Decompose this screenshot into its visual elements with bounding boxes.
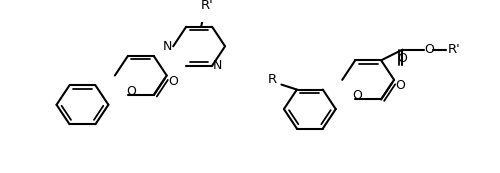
- Text: N: N: [212, 59, 222, 72]
- Text: O: O: [398, 52, 407, 65]
- Text: O: O: [395, 79, 405, 92]
- Text: N: N: [162, 40, 172, 53]
- Text: R': R': [200, 0, 213, 12]
- Text: O: O: [352, 89, 362, 102]
- Text: O: O: [424, 43, 434, 56]
- Text: R': R': [448, 43, 460, 56]
- Text: R: R: [268, 73, 277, 86]
- Text: O: O: [126, 85, 136, 98]
- Text: O: O: [168, 75, 177, 88]
